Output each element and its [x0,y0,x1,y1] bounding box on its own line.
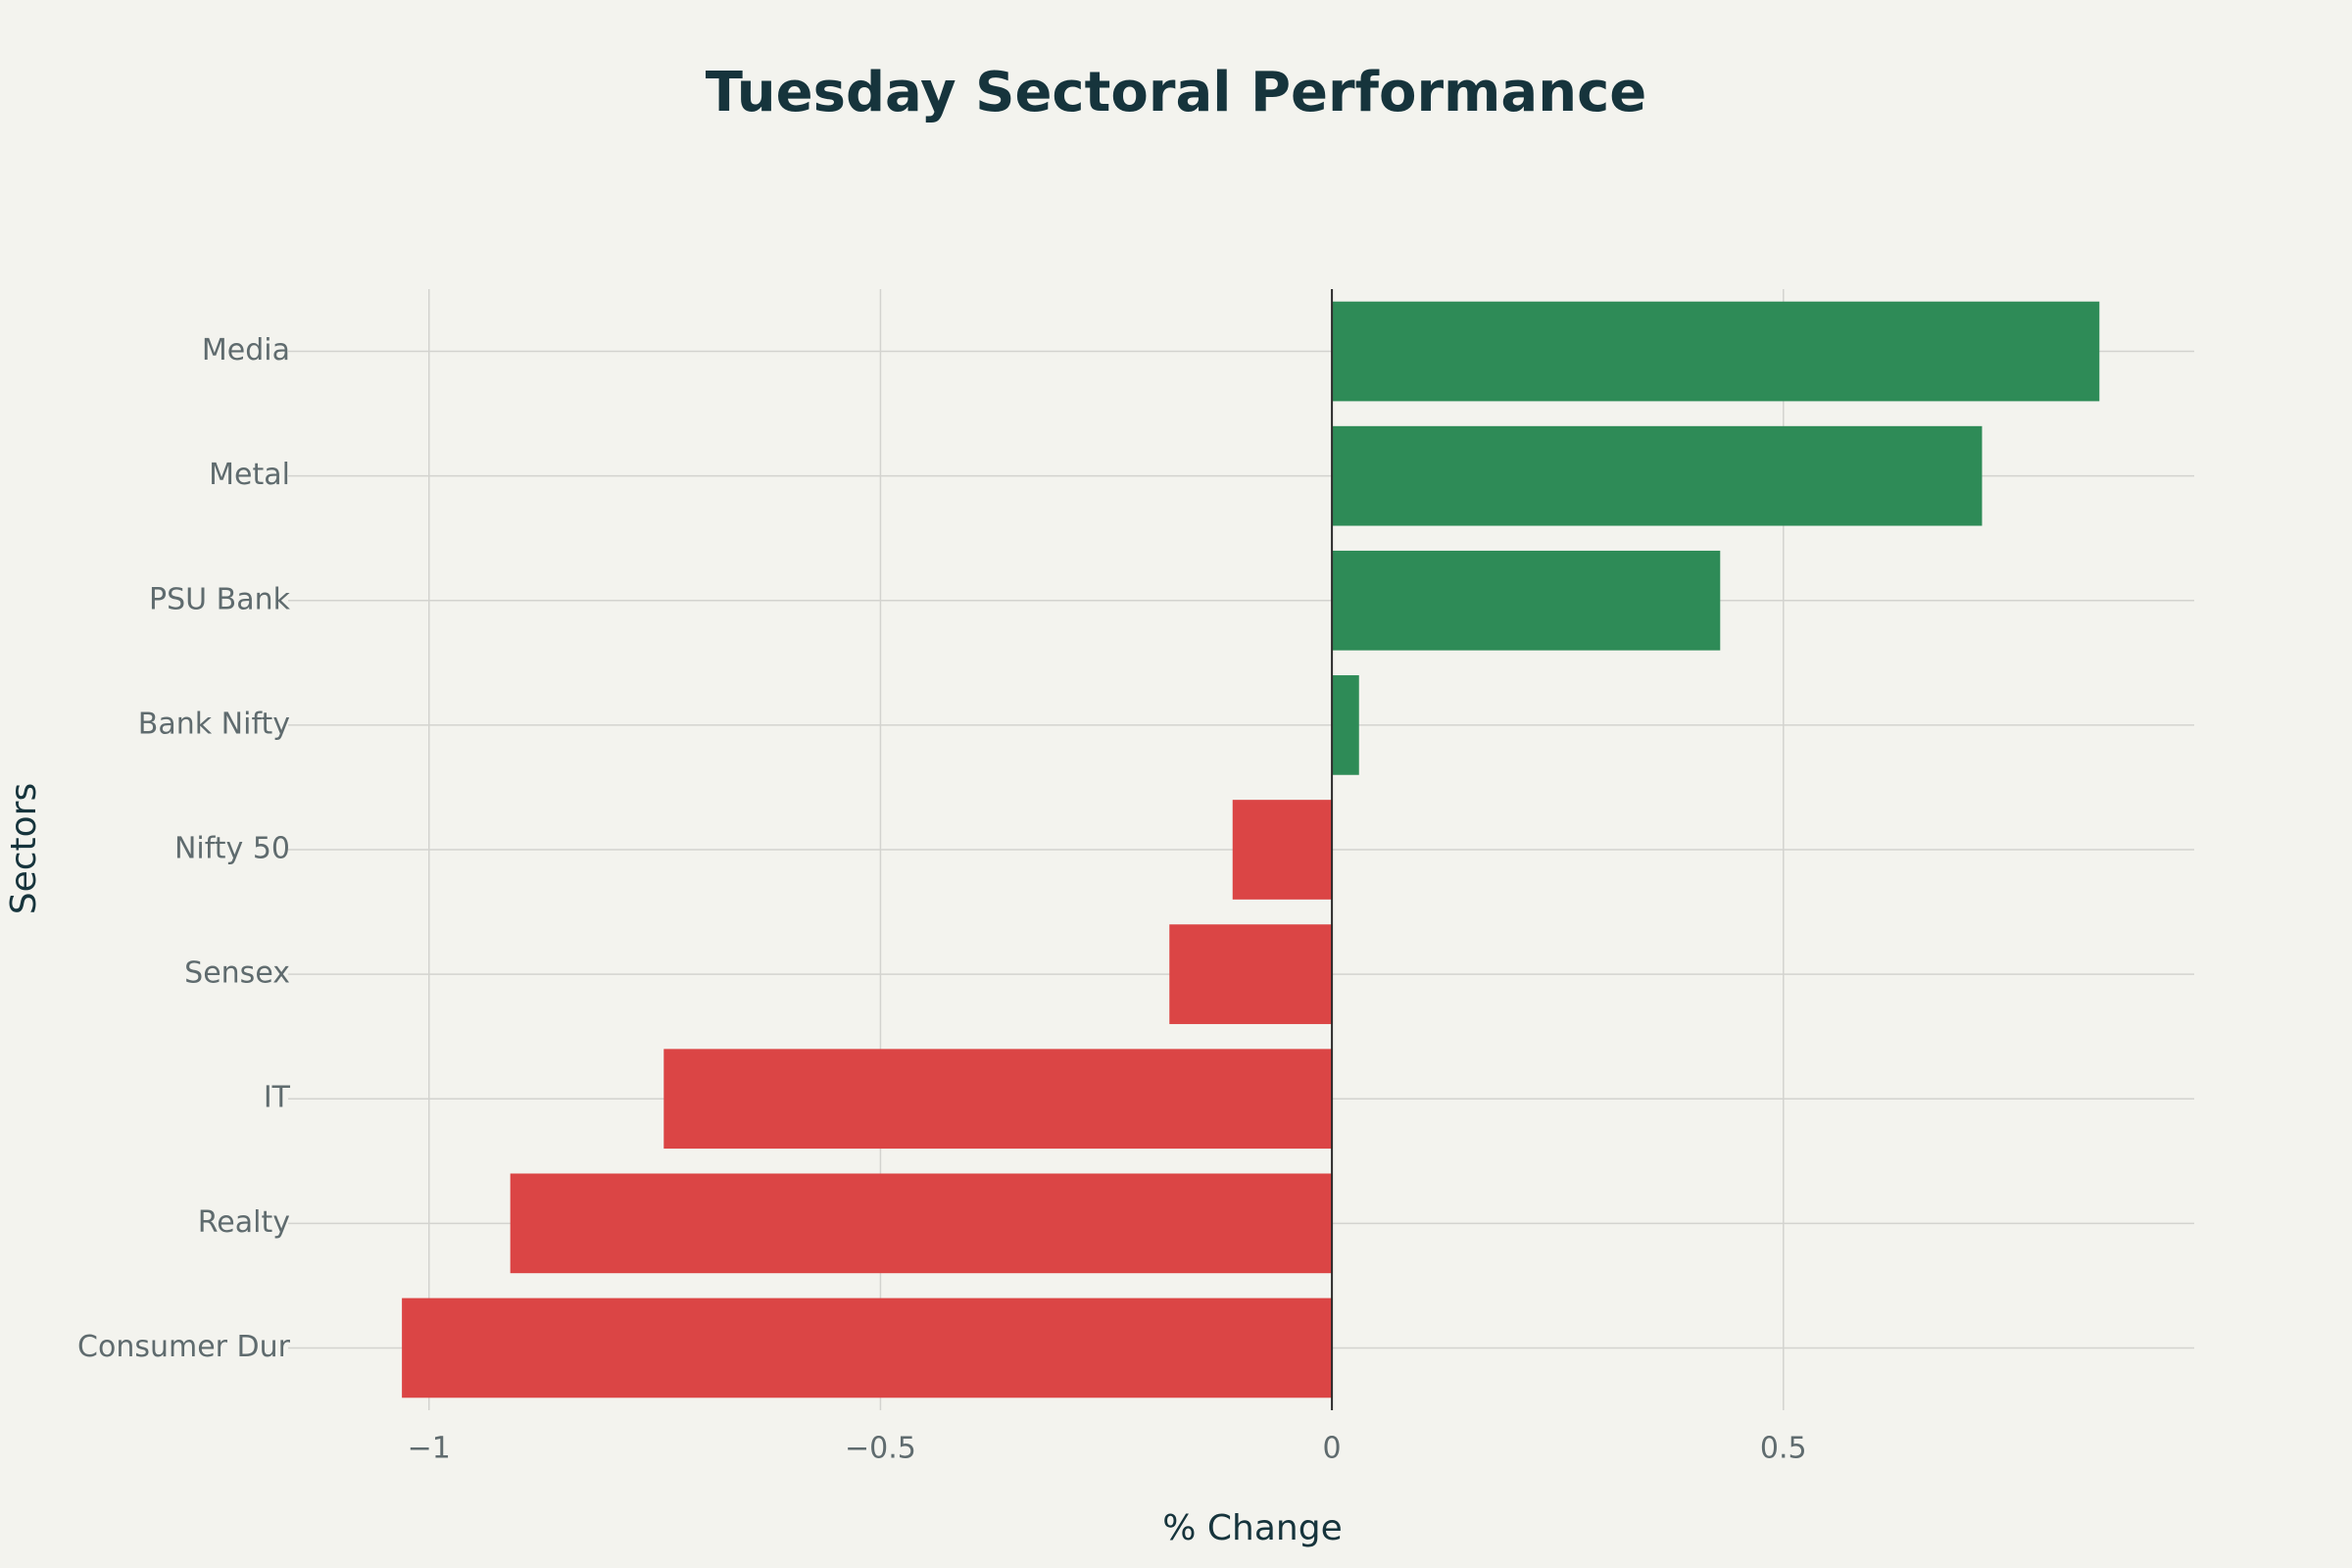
bar [510,1173,1333,1274]
x-tick-label: −0.5 [845,1432,916,1466]
y-tick-label: PSU Bank [149,582,291,616]
bar [1169,924,1333,1024]
y-tick-label: Realty [198,1205,290,1240]
bar [402,1298,1333,1398]
y-tick-label: Consumer Dur [77,1330,291,1364]
bar [1332,550,1721,651]
bar [1232,800,1333,900]
y-tick-label: Nifty 50 [174,832,290,866]
x-tick-label: −1 [408,1432,451,1466]
chart-title: Tuesday Sectoral Performance [706,61,1647,124]
y-tick-label: IT [264,1081,291,1115]
bar [663,1049,1333,1150]
y-tick-label: Metal [209,458,290,492]
bar [1332,301,2100,402]
x-tick-label: 0 [1323,1432,1342,1466]
y-axis-title: Sectors [4,783,44,915]
y-tick-label: Media [202,333,290,368]
bar [1332,425,1983,526]
bar [1332,675,1359,775]
y-tick-label: Sensex [184,956,290,991]
y-tick-label: Bank Nifty [138,707,290,741]
x-axis-title: % Change [1162,1508,1342,1548]
x-tick-label: 0.5 [1760,1432,1807,1466]
